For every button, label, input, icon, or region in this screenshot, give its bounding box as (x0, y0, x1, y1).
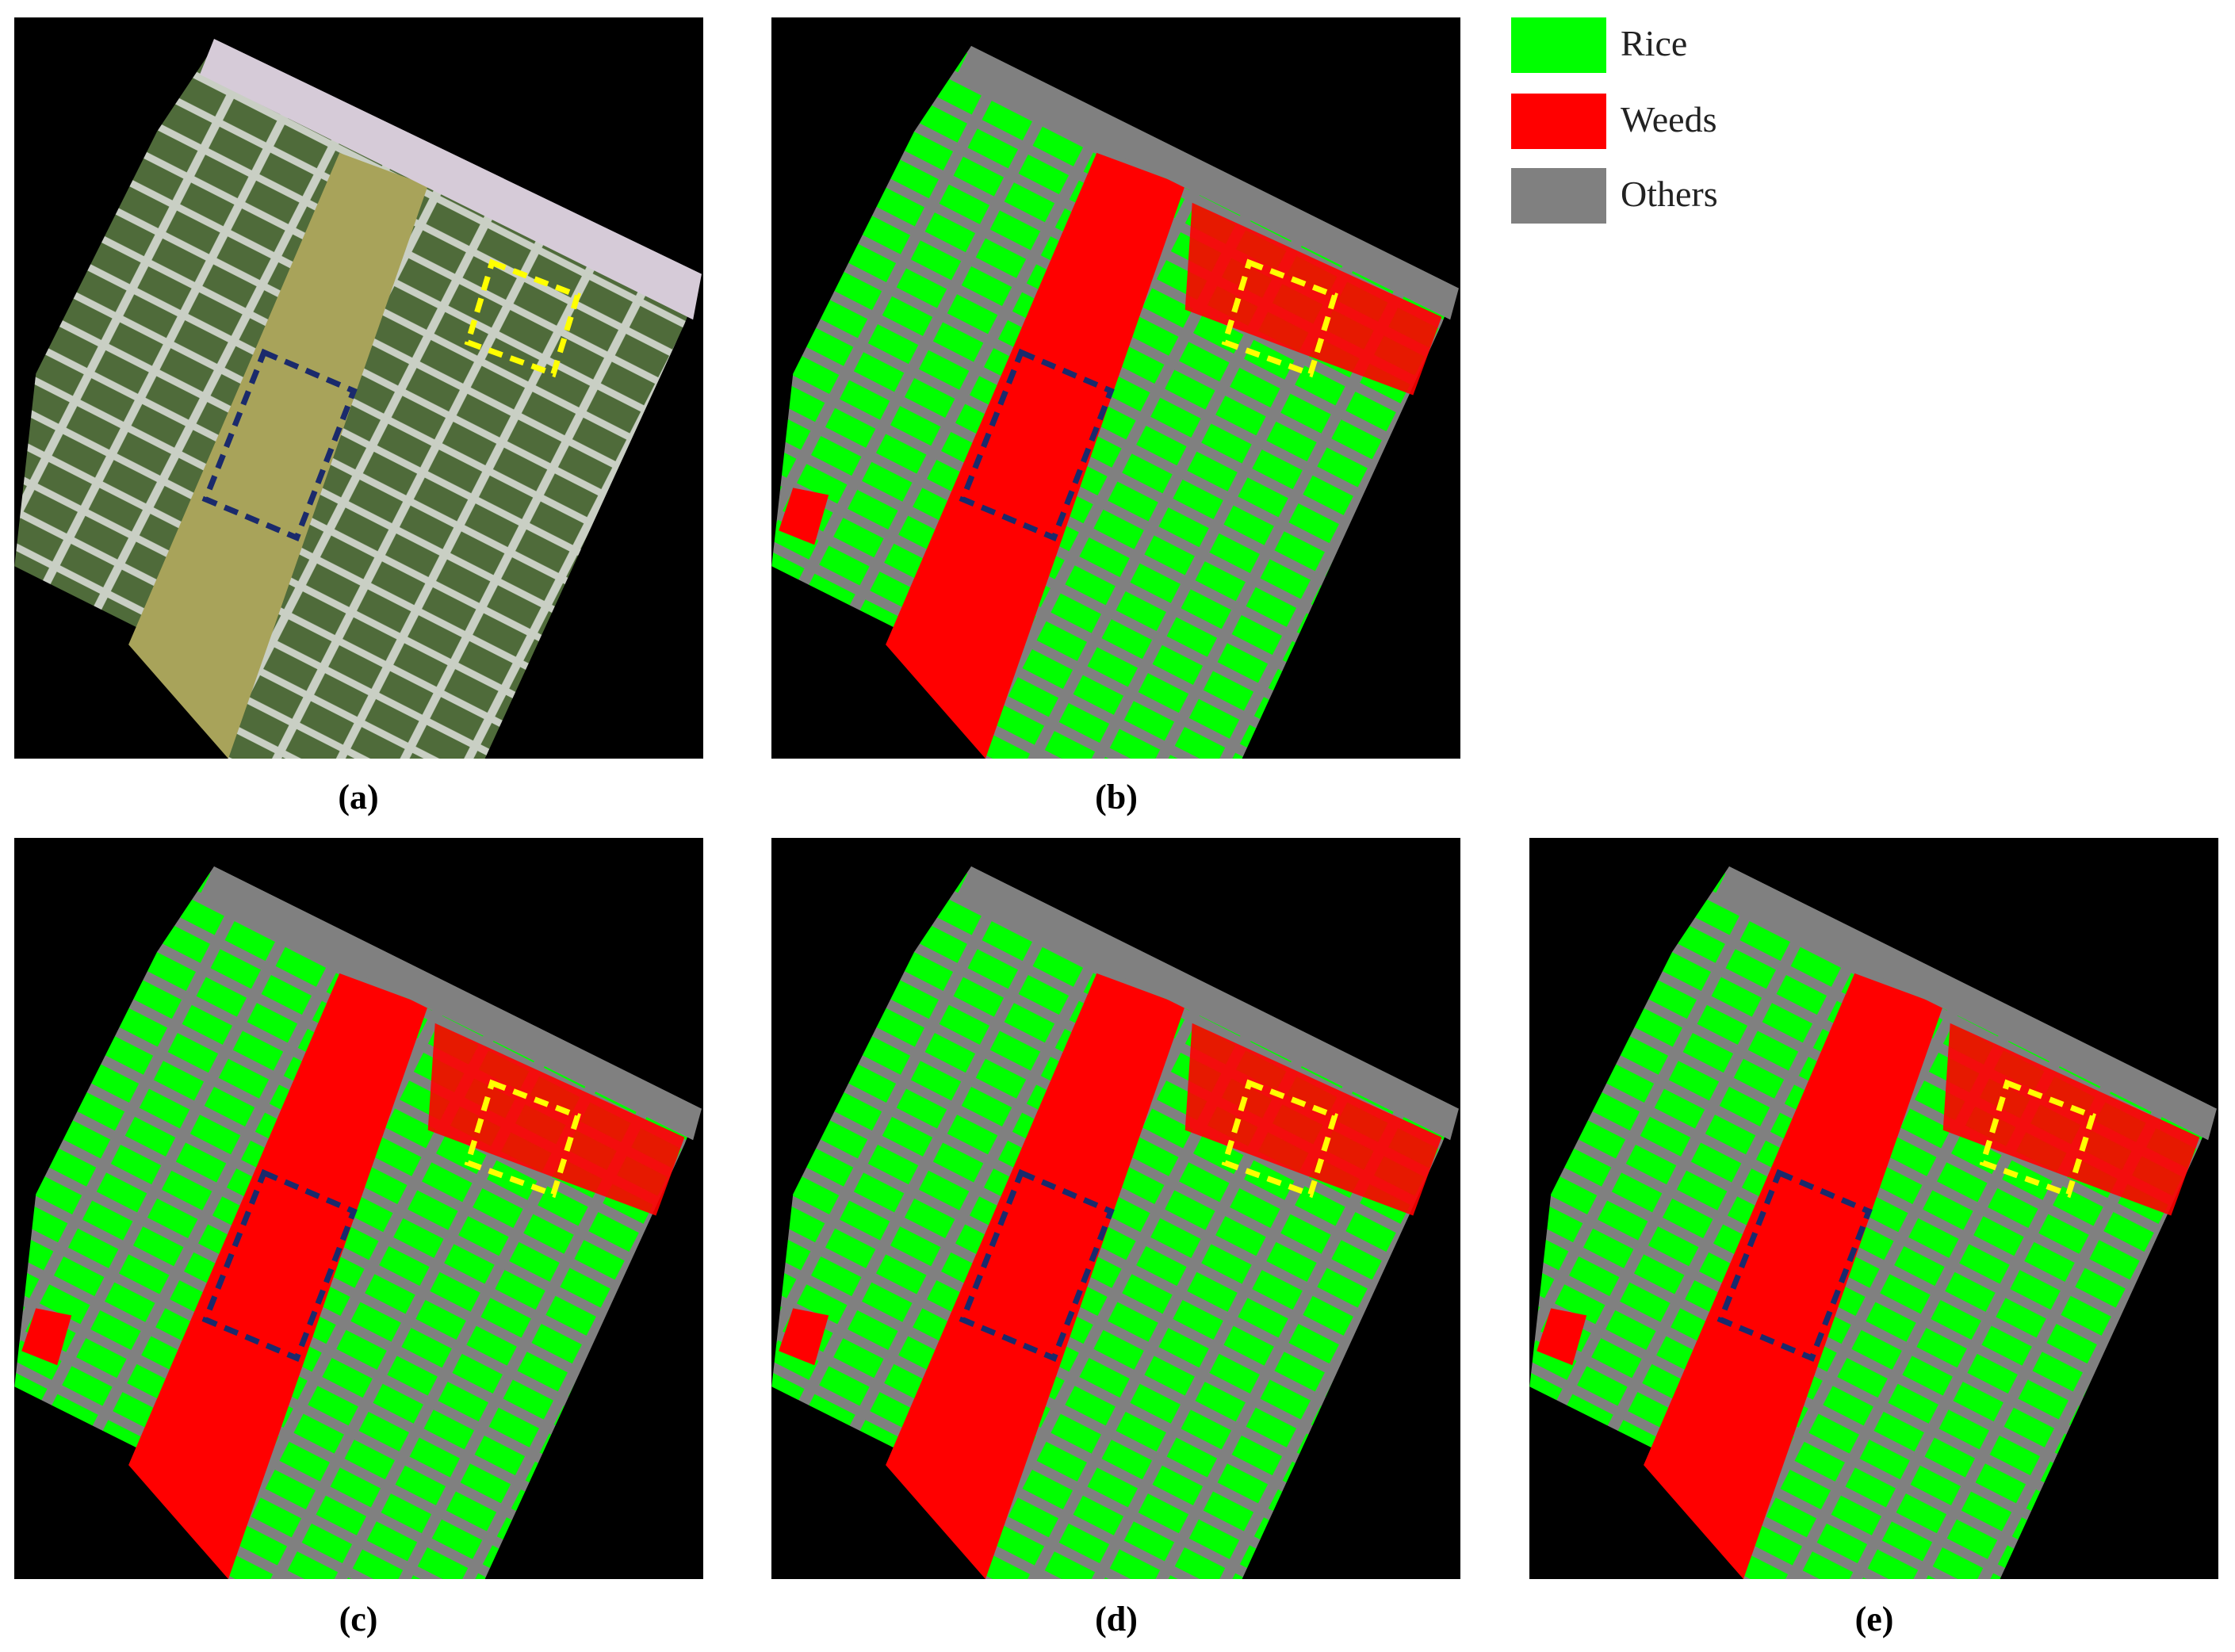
aerial-image (14, 17, 703, 759)
segmentation-map (14, 838, 703, 1579)
legend-swatch (1511, 168, 1606, 224)
segmentation-map (771, 838, 1460, 1579)
panel-caption: (c) (339, 1600, 378, 1639)
legend-label: Weeds (1621, 99, 1717, 140)
legend-swatch (1511, 17, 1606, 73)
segmentation-map (771, 17, 1460, 759)
legend-label: Rice (1621, 23, 1688, 63)
panel-caption: (e) (1854, 1600, 1894, 1639)
legend-label: Others (1621, 174, 1718, 214)
segmentation-map (1529, 838, 2218, 1579)
panel-caption: (b) (1095, 778, 1138, 816)
panel-caption: (d) (1095, 1600, 1138, 1639)
panel-caption: (a) (338, 778, 379, 816)
legend-swatch (1511, 94, 1606, 149)
